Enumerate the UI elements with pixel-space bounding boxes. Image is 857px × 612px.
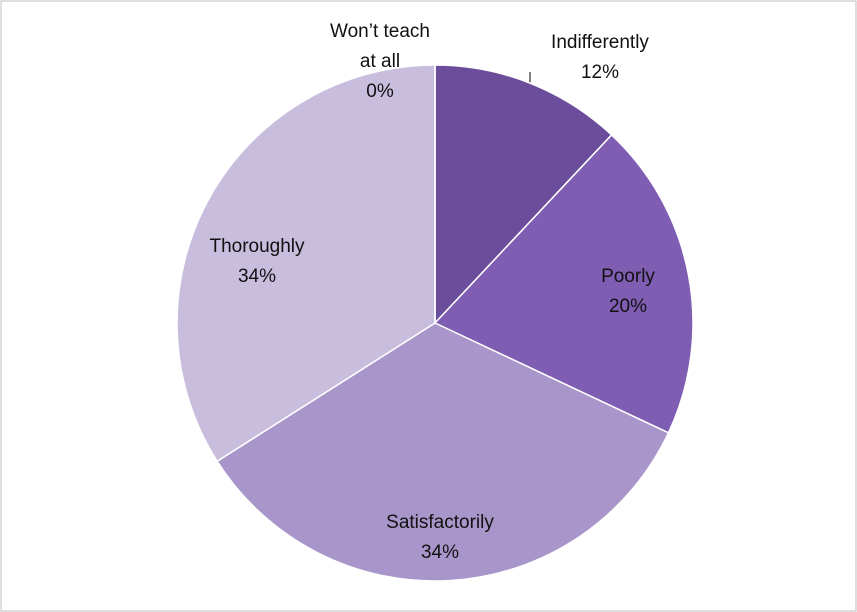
slice-value: 12% [580, 62, 620, 83]
slice-value: 20% [608, 296, 648, 317]
slice-label: Poorly [601, 266, 655, 287]
pie-slice [434, 64, 613, 325]
slice-label: Won’t teach at all [330, 21, 430, 72]
slice-value: 34% [237, 266, 277, 287]
slice-value: 34% [420, 542, 460, 563]
slice-label: Thoroughly [209, 236, 305, 257]
slice-label: Indifferently [551, 32, 649, 53]
slice-value: 0% [366, 81, 394, 102]
pie-slice [433, 133, 694, 434]
slice-label: Satisfactorily [386, 512, 494, 533]
pie-slice [176, 64, 436, 463]
pie-slice [216, 322, 670, 582]
